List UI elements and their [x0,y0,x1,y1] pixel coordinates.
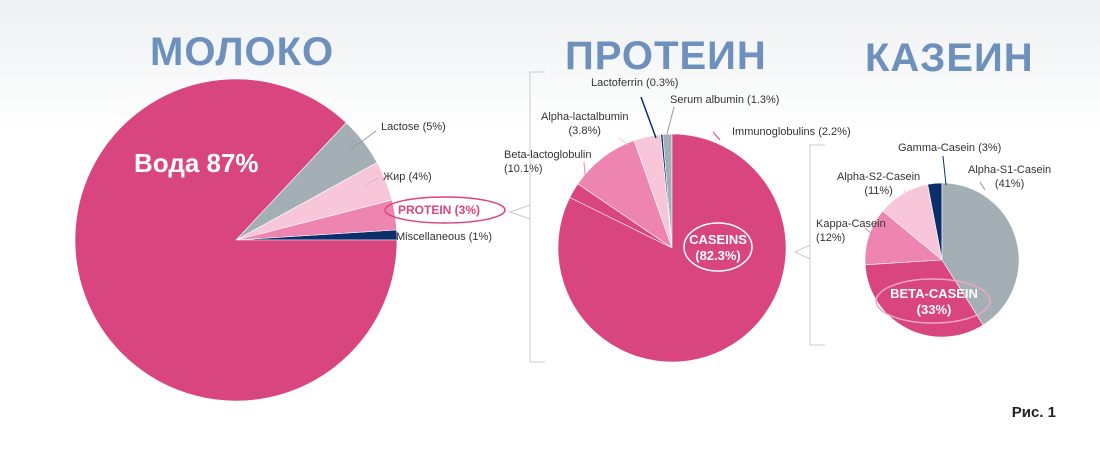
label-beta-casein: BETA-CASEIN (33%) [888,286,980,318]
pie-slice [74,78,398,402]
label-line: Kappa-Casein [816,218,886,230]
brackets [508,71,825,363]
label-misc: Miscellaneous (1%) [396,231,492,243]
label-line: (33%) [916,302,952,317]
casein-title: КАЗЕИН [865,36,1034,80]
protein-bracket [529,71,545,363]
protein-pie [557,133,787,363]
casein-bracket [809,144,825,346]
label-line: (41%) [994,178,1025,190]
leader-lines [349,96,986,242]
label-line: (12%) [816,232,846,244]
label-line: (10.1%) [504,163,543,175]
label-line: (11%) [864,185,893,197]
label-kappa-casein: Kappa-Casein (12%) [816,217,886,245]
label-fat: Жир (4%) [383,171,432,183]
label-lactoferrin: Lactoferrin (0.3%) [591,77,679,89]
label-line: Alpha-lactalbumin [541,111,629,123]
highlight-ellipses [384,196,991,324]
bracket-point [793,244,811,260]
protein-title: ПРОТЕИН [565,34,767,78]
label-protein: PROTEIN (3%) [398,203,481,217]
label-serum-albumin: Serum albumin (1.3%) [670,94,780,106]
milk-title: МОЛОКО [150,30,335,74]
figure-label: Рис. 1 [1011,404,1056,421]
label-alpha-s2-casein: Alpha-S2-Casein (11%) [837,170,920,198]
pie-slice [941,182,1020,326]
label-caseins: CASEINS (82.3%) [688,232,748,264]
label-alpha-lactalbumin: Alpha-lactalbumin (3.8%) [541,110,628,138]
label-line: (82.3%) [695,248,741,263]
milk-pie [74,78,398,402]
label-line: Beta-lactoglobulin [504,149,592,161]
bracket-point [508,204,531,220]
label-line: CASEINS [689,232,747,247]
label-immunoglobulins: Immunoglobulins (2.2%) [732,126,851,138]
label-beta-lactoglobulin: Beta-lactoglobulin (10.1%) [504,148,591,176]
pie-slice [577,140,673,249]
label-line: Alpha-S2-Casein [837,171,921,183]
label-line: BETA-CASEIN [890,286,978,301]
label-line: (3.8%) [568,125,601,137]
label-line: Alpha-S1-Casein [968,164,1052,176]
label-alpha-s1-casein: Alpha-S1-Casein (41%) [968,163,1051,191]
label-lactose: Lactose (5%) [381,121,446,133]
label-water: Вода 87% [134,148,259,178]
label-gamma-casein: Gamma-Casein (3%) [898,142,1002,154]
pie-slice [557,133,787,363]
